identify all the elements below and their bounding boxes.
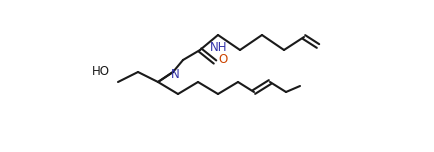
Text: HO: HO	[92, 66, 110, 78]
Text: N: N	[170, 68, 179, 81]
Text: O: O	[217, 54, 227, 66]
Text: NH: NH	[210, 41, 227, 55]
